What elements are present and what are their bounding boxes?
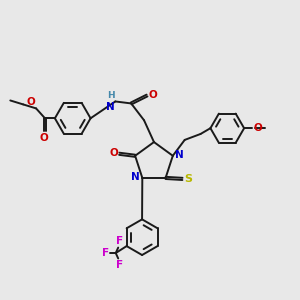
Text: F: F — [116, 236, 123, 246]
Text: S: S — [184, 174, 192, 184]
Text: O: O — [27, 98, 36, 107]
Text: H: H — [107, 91, 114, 100]
Text: O: O — [40, 133, 48, 143]
Text: O: O — [253, 123, 262, 133]
Text: O: O — [109, 148, 118, 158]
Text: N: N — [106, 102, 114, 112]
Text: F: F — [116, 260, 123, 270]
Text: N: N — [175, 150, 184, 160]
Text: N: N — [131, 172, 140, 182]
Text: O: O — [148, 90, 157, 100]
Text: F: F — [102, 248, 109, 258]
